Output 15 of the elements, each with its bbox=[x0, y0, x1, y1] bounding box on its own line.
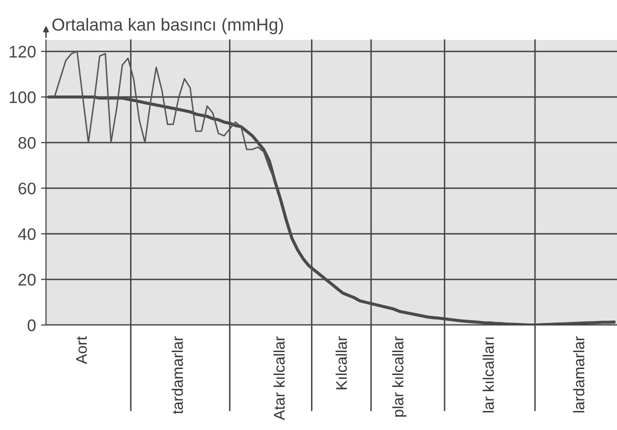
y-tick-label: 80 bbox=[18, 137, 36, 149]
y-tick-label: 60 bbox=[18, 182, 36, 194]
x-tick-label: tardamarlar bbox=[172, 336, 183, 414]
y-tick-label: 40 bbox=[18, 228, 36, 240]
y-tick-label: 20 bbox=[18, 274, 36, 286]
y-axis-title: Ortalama kan basıncı (mmHg) bbox=[52, 18, 283, 34]
x-tick-label: Aort bbox=[76, 336, 87, 364]
x-tick-label: Atar kılcallar bbox=[274, 336, 285, 420]
x-tick-label: Kılcallar bbox=[336, 336, 347, 390]
y-tick-label: 100 bbox=[10, 91, 36, 104]
x-tick-label: plar kılcallar bbox=[392, 336, 406, 417]
x-tick-label: lardamarlar bbox=[573, 336, 584, 412]
y-tick-label: 0 bbox=[28, 319, 36, 332]
x-tick-label: lar kılcalları bbox=[482, 338, 494, 412]
y-tick-label: 120 bbox=[10, 46, 36, 58]
